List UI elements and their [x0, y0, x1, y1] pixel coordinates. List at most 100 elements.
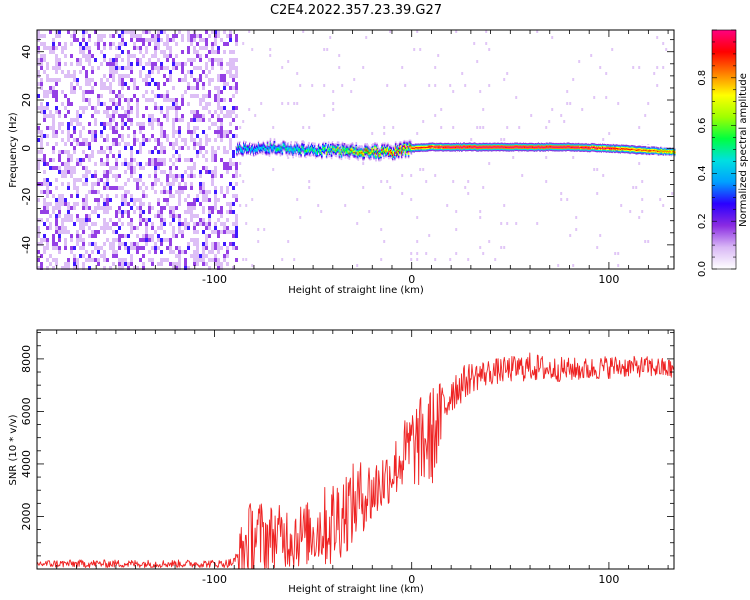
spectrogram-signal-cell [510, 149, 512, 152]
spectrogram-noise-cell [148, 74, 151, 78]
spectrogram-signal-cell [475, 142, 478, 145]
spectrogram-signal-cell [489, 144, 492, 147]
spectrogram-signal-cell [505, 148, 507, 151]
spectrogram-signal-cell [388, 154, 390, 156]
spectrogram-noise-cell [109, 226, 112, 230]
spectrogram-noise-cell [85, 154, 88, 158]
spectrogram-noise-cell [187, 122, 190, 126]
spectrogram-noise-cell [79, 46, 82, 50]
spectrogram-signal-cell [387, 153, 389, 156]
spectrogram-faint-cell [599, 234, 602, 237]
spectrogram-faint-cell [461, 72, 464, 75]
spectrogram-signal-cell [247, 142, 249, 144]
spectrogram-noise-cell [109, 198, 112, 202]
spectrogram-faint-cell [245, 258, 248, 261]
spectrogram-noise-cell [175, 142, 178, 146]
spectrogram-signal-cell [356, 150, 359, 153]
spectrogram-signal-cell [480, 141, 483, 144]
spectrogram-noise-cell [208, 34, 211, 38]
spectrogram-noise-cell [154, 246, 157, 250]
spectrogram-noise-cell [217, 230, 220, 234]
spectrogram-signal-cell [412, 148, 415, 150]
spectrogram-noise-cell [199, 218, 202, 222]
spectrogram-signal-cell [448, 148, 450, 150]
spectrogram-signal-cell [491, 146, 494, 148]
spectrogram-signal-cell [516, 143, 518, 145]
spectrogram-noise-cell [145, 38, 148, 42]
spectrogram-signal-cell [384, 144, 386, 147]
spectrogram-signal-cell [449, 148, 451, 151]
spectrogram-signal-cell [472, 148, 475, 151]
spectrogram-signal-cell [429, 149, 432, 152]
spectrogram-signal-cell [486, 144, 489, 147]
spectrogram-signal-cell [332, 147, 335, 150]
spectrogram-signal-cell [300, 156, 302, 158]
spectrogram-noise-cell [121, 222, 124, 226]
spectrogram-noise-cell [136, 98, 139, 102]
spectrogram-signal-cell [356, 148, 359, 150]
spectrogram-noise-cell [46, 106, 49, 110]
spectrogram-signal-cell [377, 152, 379, 155]
spectrogram-signal-cell [397, 154, 400, 156]
spectrogram-noise-cell [85, 202, 88, 206]
spectrogram-signal-cell [415, 145, 418, 148]
spectrogram-signal-cell [328, 146, 331, 148]
spectrogram-signal-cell [496, 141, 499, 143]
spectrogram-signal-cell [456, 143, 458, 145]
spectrogram-noise-cell [220, 62, 223, 66]
spectrogram-signal-cell [265, 144, 268, 147]
spectrogram-signal-cell [489, 149, 492, 151]
spectrogram-noise-cell [190, 58, 193, 62]
spectrogram-noise-cell [175, 158, 178, 162]
spectrogram-signal-cell [249, 150, 251, 152]
spectrogram-noise-cell [178, 222, 181, 226]
spectrogram-signal-cell [383, 152, 385, 155]
spectrogram-noise-cell [205, 102, 208, 106]
spectrogram-noise-cell [88, 90, 91, 94]
spectrogram-signal-cell [273, 138, 276, 140]
spectrogram-noise-cell [232, 242, 235, 246]
spectrogram-noise-cell [178, 194, 181, 198]
spectrogram-signal-cell [312, 151, 314, 154]
spectrogram-signal-cell [394, 151, 397, 153]
spectrogram-signal-cell [310, 152, 312, 155]
spectrogram-noise-cell [232, 134, 235, 138]
spectrogram-noise-cell [46, 114, 49, 118]
spectrogram-noise-cell [127, 118, 130, 122]
spectrogram-noise-cell [229, 34, 232, 38]
spectrogram-signal-cell [299, 145, 301, 147]
spectrogram-noise-cell [226, 130, 229, 134]
spectrogram-noise-cell [103, 210, 106, 214]
spectrogram-signal-cell [478, 148, 481, 151]
spectrogram-signal-cell [427, 147, 430, 150]
spectrogram-signal-cell [516, 142, 518, 144]
spectrogram-faint-cell [356, 264, 359, 267]
spectrogram-noise-cell [217, 90, 220, 94]
spectrogram-faint-cell [638, 66, 641, 69]
spectrogram-signal-cell [400, 151, 403, 154]
spectrogram-signal-cell [483, 149, 486, 152]
spectrogram-noise-cell [178, 254, 181, 258]
spectrogram-signal-cell [314, 153, 316, 156]
spectrogram-noise-cell [148, 98, 151, 102]
spectrogram-noise-cell [40, 182, 43, 186]
spectrogram-signal-cell [406, 146, 409, 149]
spectrogram-noise-cell [190, 34, 193, 38]
spectrogram-signal-cell [366, 149, 368, 151]
spectrogram-signal-cell [415, 151, 418, 154]
spectrogram-signal-cell [350, 150, 353, 152]
spectrogram-noise-cell [82, 90, 85, 94]
spectrogram-signal-cell [486, 143, 489, 146]
spectrogram-noise-cell [154, 34, 157, 38]
spectrogram-noise-cell [46, 46, 49, 50]
spectrogram-signal-cell [243, 145, 245, 147]
spectrogram-signal-cell [369, 155, 371, 157]
spectrogram-faint-cell [596, 168, 599, 171]
spectrogram-signal-cell [394, 159, 396, 161]
spectrogram-faint-cell [281, 66, 284, 69]
spectrogram-noise-cell [229, 114, 232, 118]
spectrogram-noise-cell [85, 206, 88, 210]
spectrogram-signal-cell [284, 140, 287, 143]
spectrogram-signal-cell [516, 147, 518, 149]
spectrogram-noise-cell [58, 238, 61, 242]
